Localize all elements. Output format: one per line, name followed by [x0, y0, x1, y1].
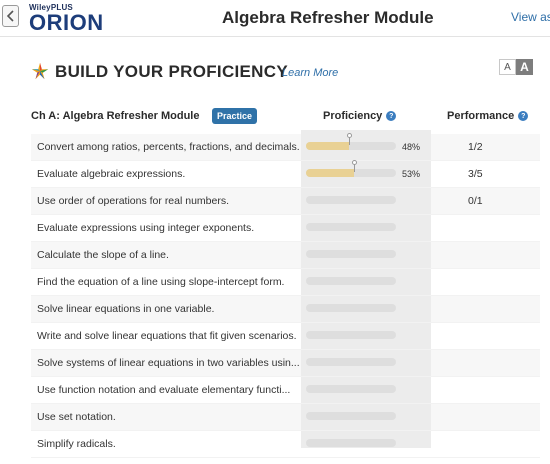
- objective-label[interactable]: Evaluate algebraic expressions.: [37, 168, 186, 180]
- proficiency-bar: [306, 412, 396, 420]
- row-stripe: [31, 242, 301, 268]
- proficiency-percent: 53%: [402, 169, 421, 179]
- row-stripe: [431, 404, 540, 430]
- proficiency-bar: [306, 133, 396, 150]
- chevron-left-icon: [6, 10, 14, 22]
- objective-row[interactable]: Calculate the slope of a line.: [31, 242, 540, 269]
- performance-value: 1/2: [468, 141, 483, 153]
- learn-more-link[interactable]: Learn More: [282, 67, 339, 79]
- font-size-toggle: A A: [499, 59, 533, 75]
- objective-label[interactable]: Convert among ratios, percents, fraction…: [37, 141, 300, 153]
- help-icon[interactable]: ?: [518, 111, 529, 121]
- proficiency-bar: [306, 223, 396, 231]
- row-stripe: [431, 242, 540, 268]
- table-header: Ch A: Algebra Refresher Module Practice …: [31, 106, 540, 130]
- page-title: Algebra Refresher Module: [222, 8, 434, 27]
- brand-big: ORION: [29, 10, 104, 35]
- objective-label[interactable]: Use order of operations for real numbers…: [37, 195, 230, 207]
- proficiency-star-icon: [31, 62, 49, 80]
- row-stripe: [431, 134, 540, 160]
- proficiency-bar: [306, 160, 396, 177]
- objective-label[interactable]: Solve linear equations in one variable.: [37, 303, 215, 315]
- row-stripe: [31, 404, 301, 430]
- proficiency-bar: [306, 331, 396, 339]
- proficiency-bar: [306, 277, 396, 285]
- objective-row[interactable]: Solve systems of linear equations in two…: [31, 350, 540, 377]
- view-as-link[interactable]: View as: [511, 10, 550, 24]
- objectives-list: Convert among ratios, percents, fraction…: [31, 133, 540, 458]
- objective-row[interactable]: Convert among ratios, percents, fraction…: [31, 133, 540, 161]
- row-stripe: [431, 350, 540, 376]
- objective-row[interactable]: Write and solve linear equations that fi…: [31, 323, 540, 350]
- chapter-title: Ch A: Algebra Refresher Module: [31, 110, 200, 122]
- proficiency-percent: 48%: [402, 142, 421, 152]
- objective-row[interactable]: Use function notation and evaluate eleme…: [31, 377, 540, 404]
- section-title: BUILD YOUR PROFICIENCY: [55, 62, 288, 81]
- objective-label[interactable]: Solve systems of linear equations in two…: [37, 357, 300, 369]
- proficiency-bar: [306, 304, 396, 312]
- proficiency-header-label: Proficiency: [323, 110, 383, 122]
- proficiency-column-background: [301, 130, 431, 448]
- proficiency-bar: [306, 358, 396, 366]
- proficiency-marker: [347, 133, 353, 145]
- objective-label[interactable]: Write and solve linear equations that fi…: [37, 330, 297, 342]
- proficiency-bar-fill: [306, 169, 354, 177]
- proficiency-bar: [306, 196, 396, 204]
- performance-value: 0/1: [468, 195, 483, 207]
- help-icon[interactable]: ?: [386, 111, 397, 121]
- font-large-button[interactable]: A: [516, 59, 533, 75]
- proficiency-bar-fill: [306, 142, 350, 150]
- objective-label[interactable]: Use function notation and evaluate eleme…: [37, 384, 291, 396]
- objective-label[interactable]: Simplify radicals.: [37, 438, 116, 450]
- objective-row[interactable]: Simplify radicals.: [31, 431, 540, 458]
- back-button[interactable]: [2, 5, 19, 27]
- row-stripe: [431, 296, 540, 322]
- performance-header-label: Performance: [447, 110, 515, 122]
- objective-row[interactable]: Evaluate expressions using integer expon…: [31, 215, 540, 242]
- wileyplus-orion-logo[interactable]: WileyPLUS ORION: [29, 3, 104, 34]
- performance-header: Performance ?: [447, 110, 529, 122]
- font-small-button[interactable]: A: [499, 59, 516, 75]
- proficiency-bar: [306, 439, 396, 447]
- row-stripe: [31, 134, 301, 160]
- performance-value: 3/5: [468, 168, 483, 180]
- objective-label[interactable]: Find the equation of a line using slope-…: [37, 276, 285, 288]
- brand-small: WileyPLUS: [29, 3, 73, 12]
- proficiency-header: Proficiency ?: [323, 110, 397, 122]
- row-stripe: [31, 296, 301, 322]
- objective-row[interactable]: Use set notation.: [31, 404, 540, 431]
- objective-label[interactable]: Evaluate expressions using integer expon…: [37, 222, 255, 234]
- proficiency-bar: [306, 385, 396, 393]
- objective-label[interactable]: Calculate the slope of a line.: [37, 249, 169, 261]
- objective-row[interactable]: Use order of operations for real numbers…: [31, 188, 540, 215]
- practice-button[interactable]: Practice: [212, 108, 257, 124]
- objective-row[interactable]: Find the equation of a line using slope-…: [31, 269, 540, 296]
- row-stripe: [431, 188, 540, 214]
- objective-row[interactable]: Evaluate algebraic expressions. 53% 3/5: [31, 160, 540, 188]
- row-stripe: [31, 350, 301, 376]
- objective-label[interactable]: Use set notation.: [37, 411, 116, 423]
- row-stripe: [31, 188, 301, 214]
- proficiency-bar: [306, 250, 396, 258]
- objective-row[interactable]: Solve linear equations in one variable.: [31, 296, 540, 323]
- proficiency-marker: [351, 160, 357, 172]
- top-bar: WileyPLUS ORION Algebra Refresher Module…: [0, 0, 550, 37]
